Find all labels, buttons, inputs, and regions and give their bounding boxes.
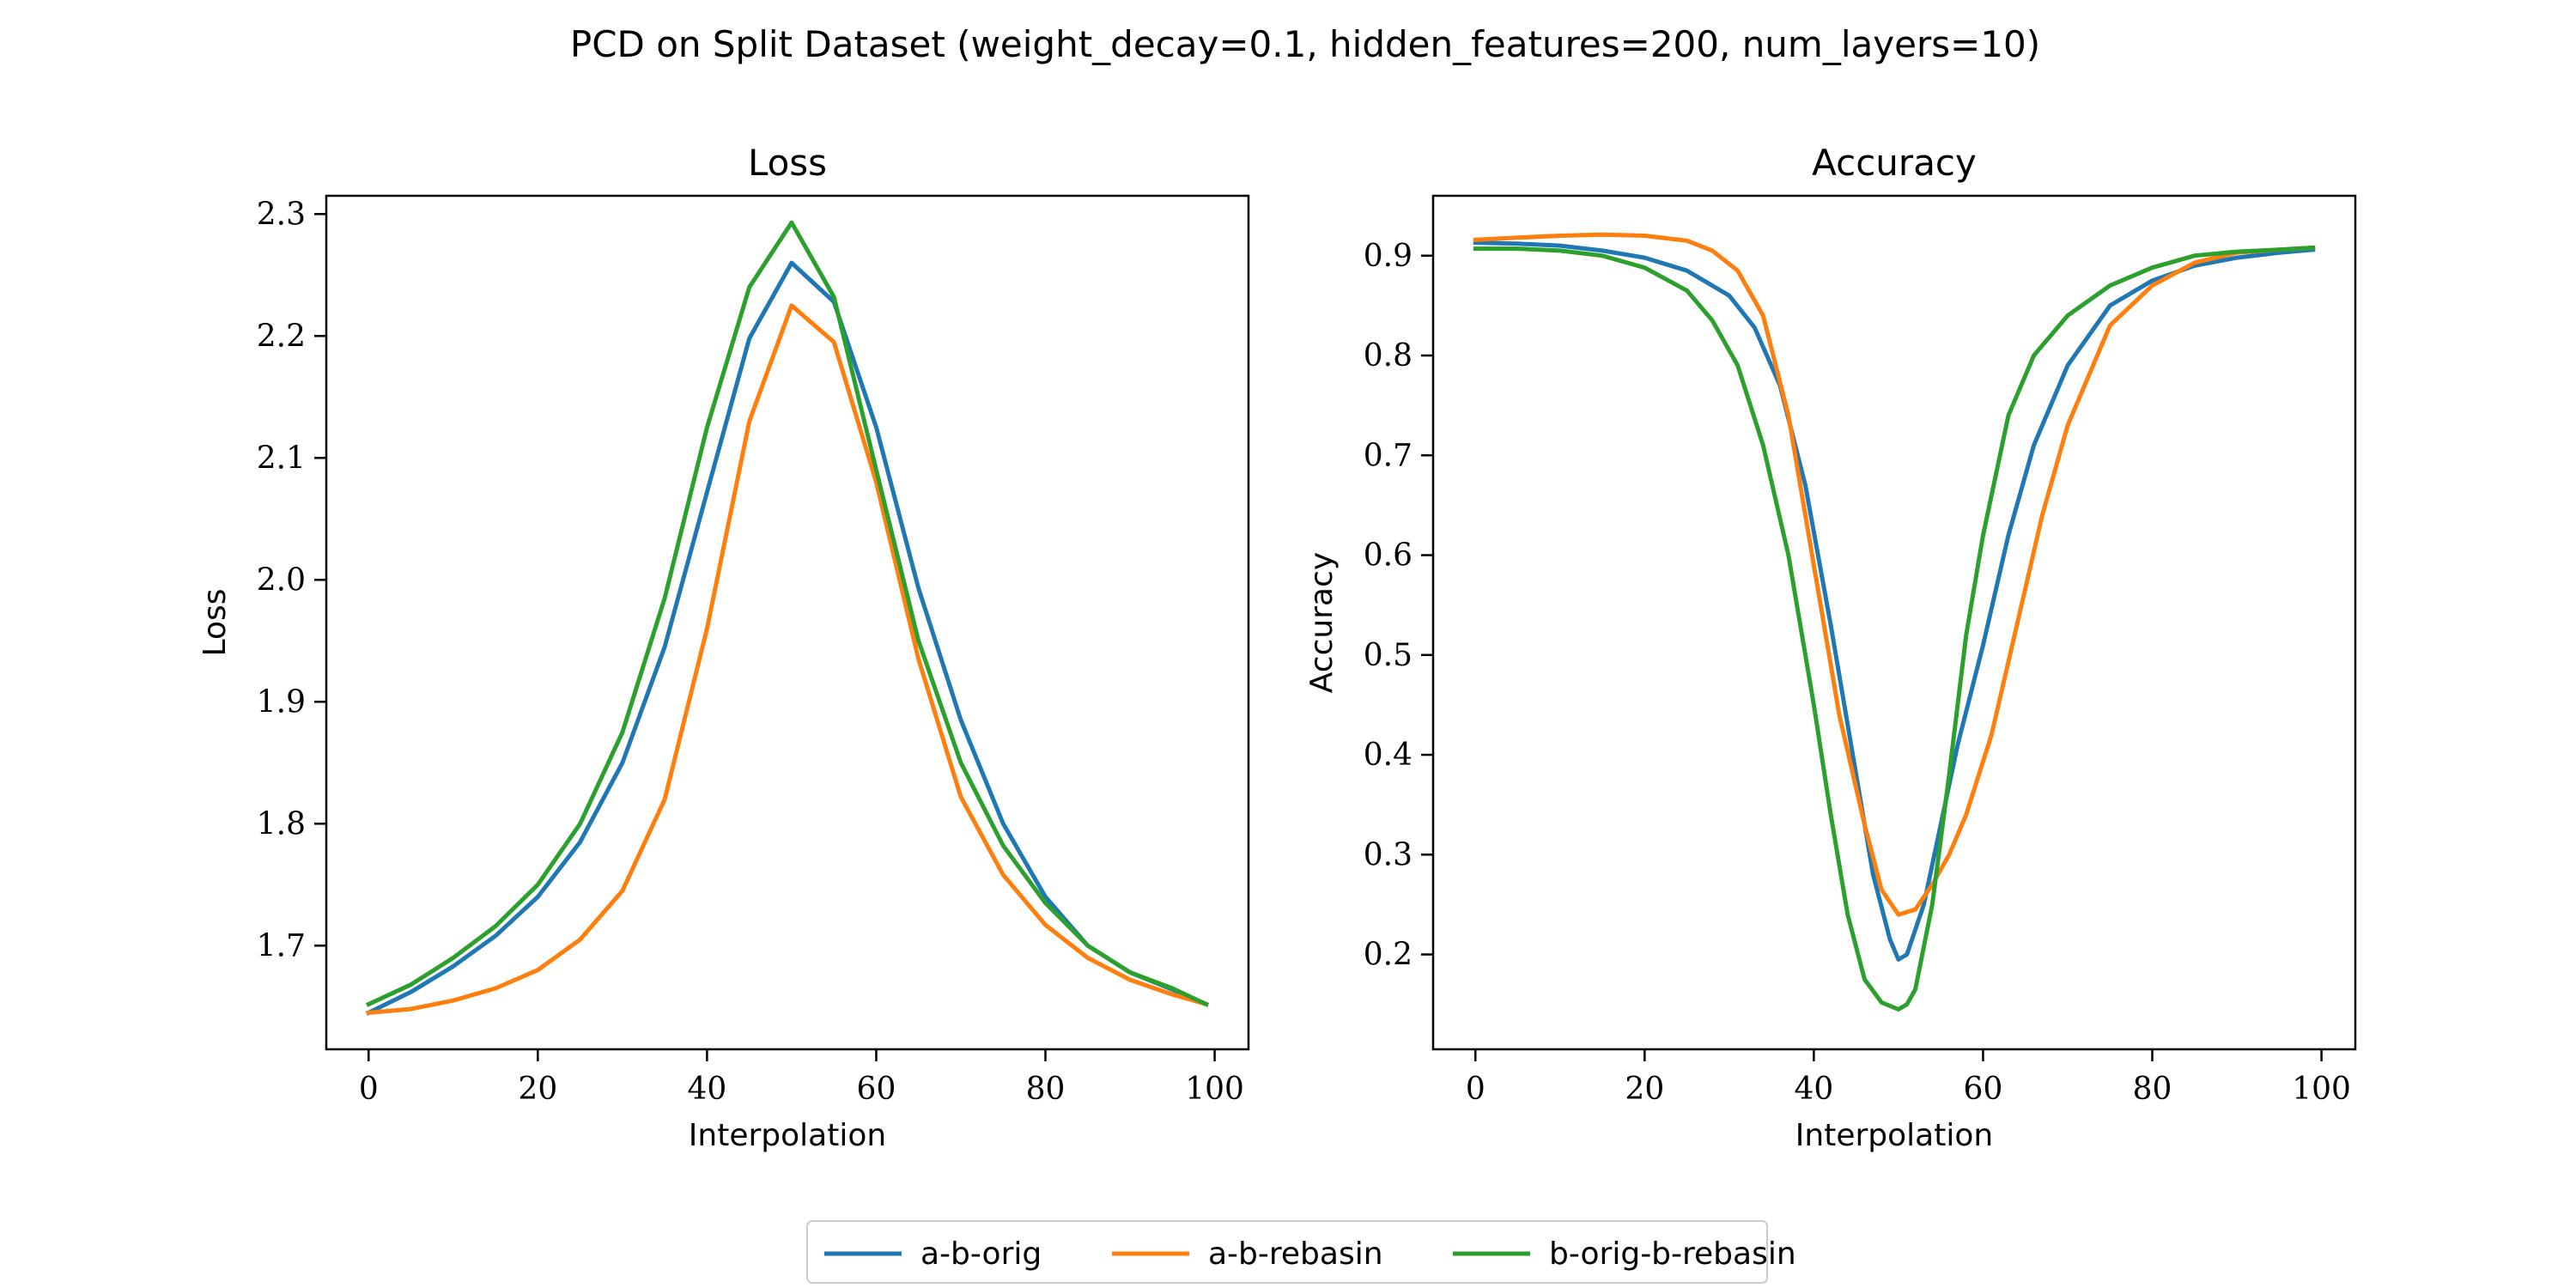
accuracy-y-tick-label: 0.9 — [1364, 239, 1413, 274]
legend-frame — [806, 1220, 1768, 1284]
accuracy-line-a-b-rebasin — [1473, 232, 2316, 917]
loss-y-tick-label: 1.7 — [257, 928, 306, 963]
accuracy-y-tick-label: 0.2 — [1364, 938, 1413, 973]
figure-title: PCD on Split Dataset (weight_decay=0.1, … — [570, 23, 2040, 65]
accuracy-y-tick-label: 0.6 — [1364, 538, 1413, 574]
loss-x-tick-label: 0 — [359, 1072, 379, 1107]
accuracy-x-tick-label: 40 — [1794, 1072, 1833, 1107]
accuracy-y-tick-label: 0.8 — [1364, 338, 1413, 374]
loss-x-tick-label: 100 — [1185, 1072, 1244, 1107]
accuracy-line-b-orig-b-rebasin — [1473, 245, 2316, 1012]
loss-x-tick-label: 60 — [857, 1072, 896, 1107]
accuracy-x-axis-label: Interpolation — [1795, 1118, 1993, 1153]
legend-label-b-orig-b-rebasin: b-orig-b-rebasin — [1549, 1236, 1796, 1272]
accuracy-y-tick-label: 0.5 — [1364, 638, 1413, 673]
legend-label-a-b-rebasin: a-b-rebasin — [1208, 1236, 1383, 1272]
accuracy-x-tick-label: 100 — [2292, 1072, 2351, 1107]
loss-subplot-title: Loss — [748, 142, 827, 184]
loss-subplot: Loss Interpolation Loss 0 20 40 60 80 100 1.7 1… — [197, 142, 1250, 1153]
accuracy-line-a-b-orig — [1473, 240, 2316, 962]
loss-y-axis-label: Loss — [197, 589, 233, 657]
loss-line-a-b-rebasin — [366, 303, 1209, 1016]
loss-x-tick-label: 40 — [687, 1072, 726, 1107]
accuracy-y-tick-label: 0.7 — [1364, 438, 1413, 473]
accuracy-plot-frame — [1431, 194, 2357, 1051]
accuracy-y-tick-label: 0.3 — [1364, 837, 1413, 872]
accuracy-x-tick-label: 60 — [1964, 1072, 2003, 1107]
loss-y-tick-label: 2.2 — [257, 319, 306, 354]
loss-y-tick-label: 2.1 — [257, 440, 306, 476]
accuracy-subplot-title: Accuracy — [1812, 142, 1977, 184]
accuracy-x-tick-label: 0 — [1466, 1072, 1485, 1107]
legend: a-b-orig a-b-rebasin b-orig-b-rebasin — [806, 1220, 1796, 1284]
accuracy-x-tick-label: 80 — [2133, 1072, 2172, 1107]
loss-x-tick-label: 80 — [1026, 1072, 1066, 1107]
loss-y-tick-label: 2.0 — [257, 562, 306, 598]
loss-plot-frame — [325, 194, 1250, 1051]
loss-y-tick-label: 1.9 — [257, 684, 306, 720]
loss-y-tick-label: 2.3 — [257, 197, 306, 232]
loss-x-axis-label: Interpolation — [689, 1118, 886, 1153]
accuracy-y-tick-label: 0.4 — [1364, 738, 1413, 773]
loss-line-a-b-orig — [365, 260, 1209, 1016]
accuracy-x-tick-label: 20 — [1625, 1072, 1664, 1107]
accuracy-y-axis-label: Accuracy — [1304, 552, 1340, 693]
legend-label-a-b-orig: a-b-orig — [920, 1236, 1042, 1272]
loss-y-tick-label: 1.8 — [257, 806, 306, 841]
loss-x-tick-label: 20 — [518, 1072, 557, 1107]
accuracy-subplot: Accuracy Interpolation Accuracy 0 20 40 60 8… — [1304, 142, 2357, 1153]
loss-line-b-orig-b-rebasin — [365, 220, 1210, 1007]
